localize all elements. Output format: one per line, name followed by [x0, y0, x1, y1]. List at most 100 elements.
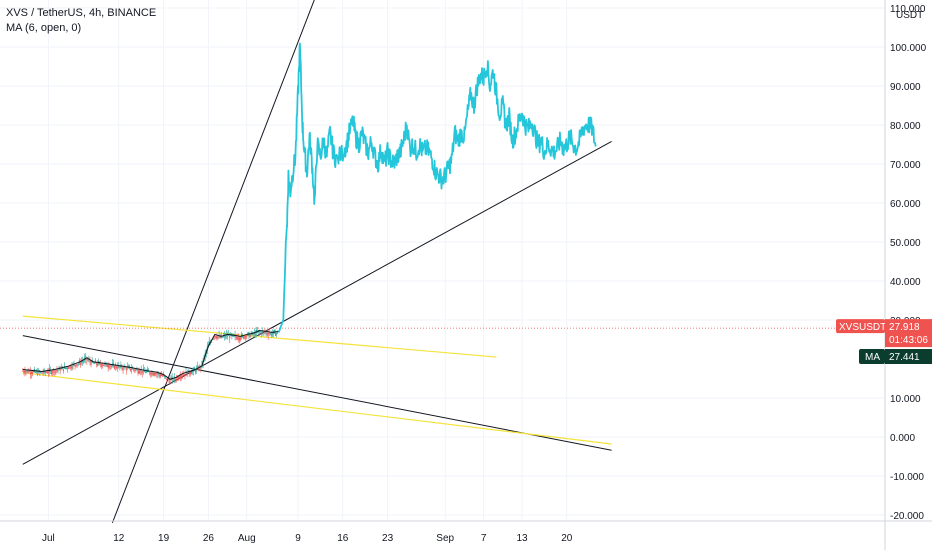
price-axis-label[interactable]: 110.000 [890, 4, 926, 15]
time-axis-label[interactable]: 12 [113, 533, 125, 544]
candle-body [175, 378, 177, 380]
candle-body [222, 335, 224, 337]
channel-line[interactable] [22, 315, 497, 358]
candle-body [107, 365, 109, 368]
candle-body [166, 378, 168, 381]
price-axis-label[interactable]: -10.000 [890, 472, 924, 483]
candle-body [37, 372, 39, 375]
price-axis-label[interactable]: 0.000 [890, 433, 915, 444]
candle-body [143, 371, 145, 373]
price-axis-label[interactable]: 50.000 [890, 238, 921, 249]
candle-body [180, 375, 182, 379]
candle-body [264, 332, 266, 334]
candle-body [44, 372, 46, 374]
countdown-timer: 01:43:06 [889, 335, 928, 346]
time-axis-label[interactable]: Aug [238, 533, 256, 544]
candle-body [184, 373, 186, 376]
candle-body [243, 336, 245, 339]
candle-body [163, 374, 165, 376]
price-axis-label[interactable]: 90.000 [890, 82, 921, 93]
trendline[interactable] [22, 335, 612, 451]
candle-body [174, 378, 176, 380]
channel-line[interactable] [22, 372, 612, 445]
price-axis-label[interactable]: 60.000 [890, 199, 921, 210]
candle-body [102, 364, 104, 367]
candle-body [186, 373, 188, 376]
candle-body [46, 371, 48, 374]
candle-body [159, 374, 161, 377]
candle-body [86, 359, 88, 361]
candle-body [211, 341, 213, 343]
candle-body [106, 365, 108, 367]
candle-body [141, 371, 143, 374]
time-axis-label[interactable]: 9 [295, 533, 301, 544]
candle-body [148, 371, 150, 373]
candle-body [156, 373, 158, 375]
candle-body [191, 370, 193, 372]
candle-body [162, 375, 164, 377]
candle-body [31, 371, 33, 374]
candle-body [221, 337, 223, 339]
currency-label[interactable]: USDT [896, 10, 923, 21]
series [22, 42, 597, 386]
candle-body [146, 371, 148, 373]
candle-body [179, 376, 181, 379]
candle-body [268, 333, 270, 335]
candle-body [250, 334, 252, 336]
candle-body [93, 363, 95, 365]
candle-body [114, 366, 116, 369]
chart-legend: XVS / TetherUS, 4h, BINANCE MA (6, open,… [6, 6, 156, 36]
candle-body [130, 368, 132, 371]
candle-body [75, 364, 77, 367]
candle-body [30, 371, 32, 375]
ma-value-tag [885, 349, 932, 364]
candle-body [169, 380, 171, 384]
candle-body [227, 335, 229, 337]
candle-body [25, 371, 27, 373]
price-tags: XVSUSDT 27.918 01:43:06 MA 27.441 [836, 319, 932, 364]
price-axis-label[interactable]: 70.000 [890, 160, 921, 171]
candle-body [276, 332, 278, 334]
candle-body [27, 371, 29, 374]
candle-body [182, 374, 184, 376]
drawings[interactable] [22, 0, 612, 523]
time-axis-label[interactable]: 16 [337, 533, 349, 544]
candle-body [83, 360, 85, 362]
candle-body [153, 372, 155, 376]
candle-body [152, 372, 154, 376]
candle-body [172, 379, 174, 381]
symbol-title[interactable]: XVS / TetherUS, 4h, BINANCE [6, 7, 157, 19]
time-axis-label[interactable]: Sep [436, 533, 454, 544]
price-axis-label[interactable]: 40.000 [890, 277, 921, 288]
candle-body [100, 364, 102, 366]
candle-body [183, 374, 185, 376]
time-axis-label[interactable]: 7 [481, 533, 487, 544]
candle-body [66, 367, 68, 369]
candle-body [62, 368, 64, 371]
candle-body [24, 370, 26, 374]
price-axis-label[interactable]: 100.000 [890, 43, 927, 54]
time-axis-label[interactable]: 13 [516, 533, 528, 544]
candle-body [28, 371, 30, 373]
price-axis-label[interactable]: 80.000 [890, 121, 921, 132]
time-axis-label[interactable]: 19 [158, 533, 170, 544]
candle-body [90, 361, 92, 366]
time-axis-label[interactable]: 20 [561, 533, 573, 544]
candle-body [139, 370, 141, 374]
time-axis-label[interactable]: 23 [382, 533, 394, 544]
symbol-tag-label: XVSUSDT [839, 322, 886, 333]
candle-body [132, 368, 134, 370]
time-axis-label[interactable]: 26 [203, 533, 215, 544]
candle-body [101, 364, 103, 367]
time-axis-label[interactable]: Jul [42, 533, 55, 544]
candle-body [200, 367, 202, 369]
candle-body [42, 372, 44, 374]
trendline[interactable] [22, 140, 612, 465]
indicator-label[interactable]: MA (6, open, 0) [6, 22, 82, 34]
trendline[interactable] [111, 0, 317, 523]
price-axis-label[interactable]: 10.000 [890, 394, 921, 405]
price-axis-label[interactable]: -20.000 [890, 511, 924, 522]
